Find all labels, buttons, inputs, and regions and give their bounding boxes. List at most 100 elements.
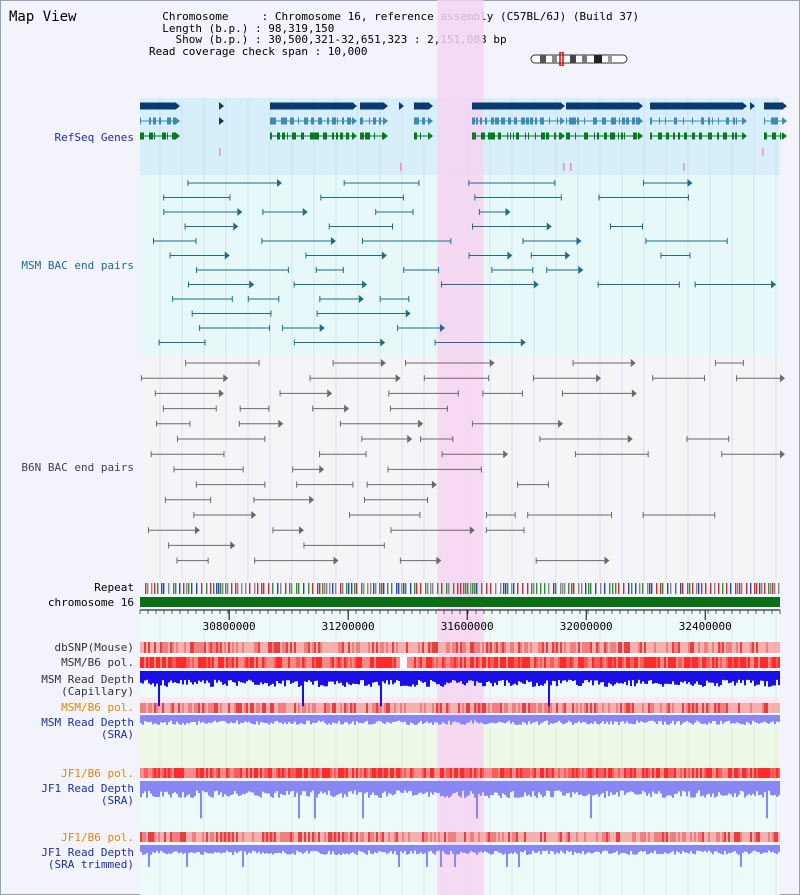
highlight-region[interactable] xyxy=(437,0,484,895)
jf1-depth-trimmed-bar xyxy=(646,845,648,855)
msm-pol-sra-cell xyxy=(636,703,638,713)
repeat-element xyxy=(511,583,513,594)
msm-pol-sra-cell xyxy=(338,703,340,713)
msm-pol-cell xyxy=(162,657,164,668)
msm-depth-sra-bar xyxy=(422,715,424,725)
msm-pol-cell xyxy=(360,657,362,668)
refseq-genes-track[interactable] xyxy=(140,102,787,171)
msm-pol-cell xyxy=(356,657,358,668)
repeat-track[interactable] xyxy=(145,583,780,594)
repeat-element xyxy=(531,583,533,594)
jf1-depth-sra-bar xyxy=(594,781,596,795)
jf1-pol-cell xyxy=(562,768,564,778)
jf1-depth-trimmed-bar xyxy=(702,845,704,853)
b6n-bac-track[interactable] xyxy=(140,359,785,565)
jf1-pol-cell xyxy=(456,768,458,778)
jf1-depth-sra-bar xyxy=(626,781,628,793)
jf1-pol-trimmed-cell xyxy=(644,832,646,842)
msm-depth-sra-bar xyxy=(710,715,712,724)
msm-depth-sra-bar xyxy=(536,715,538,722)
msm-depth-capillary-bar xyxy=(262,671,264,685)
dbsnp-cell xyxy=(690,642,692,653)
dbsnp-cell xyxy=(762,642,764,653)
msm-depth-sra-bar xyxy=(164,715,166,723)
repeat-element xyxy=(770,583,772,594)
msm-depth-sra-label: MSM Read Depth xyxy=(41,716,134,729)
chromosome-ideogram[interactable] xyxy=(530,52,630,66)
msm-depth-capillary-bar xyxy=(610,671,612,685)
msm-depth-sra-bar xyxy=(494,715,496,724)
msm-pol-sra-cell xyxy=(446,703,448,713)
msm-pol-cell xyxy=(526,657,528,668)
msm-pol-cell xyxy=(416,657,418,668)
polymorphism-tracks[interactable] xyxy=(140,642,780,842)
msm-depth-capillary-bar xyxy=(636,671,638,684)
gene-exon xyxy=(301,132,304,140)
dbsnp-cell xyxy=(772,642,774,653)
msm-pol-sra-cell xyxy=(534,703,536,713)
dbsnp-cell xyxy=(402,642,404,653)
msm-pol-sra-cell xyxy=(562,703,564,713)
jf1-depth-sra-bar xyxy=(184,781,186,798)
jf1-pol-trimmed-cell xyxy=(338,832,340,842)
jf1-depth-sra-bar xyxy=(324,781,326,793)
msm-depth-sra-bar xyxy=(244,715,246,722)
dbsnp-cell xyxy=(374,642,376,653)
dbsnp-cell xyxy=(770,642,772,653)
msm-pol-sra-cell xyxy=(148,703,150,713)
gene-exon xyxy=(304,117,308,125)
repeat-element xyxy=(257,583,259,594)
read-depth-tracks[interactable] xyxy=(140,671,780,867)
dbsnp-cell xyxy=(742,642,744,653)
dbsnp-label: dbSNP(Mouse) xyxy=(55,641,134,654)
dbsnp-cell xyxy=(234,642,236,653)
jf1-pol-trimmed-cell xyxy=(220,832,222,842)
msm-depth-sra-bar xyxy=(500,715,502,723)
msm-pol-cell xyxy=(574,657,576,668)
jf1-depth-trimmed-bar xyxy=(684,845,686,853)
dbsnp-cell xyxy=(706,642,708,653)
msm-depth-capillary-bar xyxy=(416,671,418,685)
jf1-pol-cell xyxy=(216,768,218,778)
jf1-pol-trimmed-cell xyxy=(736,832,738,842)
msm-pol-cell xyxy=(594,657,596,668)
jf1-depth-trimmed-bar xyxy=(578,845,580,853)
msm-pol-cell xyxy=(752,657,754,668)
jf1-pol-cell xyxy=(434,768,436,778)
dbsnp-cell xyxy=(736,642,738,653)
jf1-pol-trimmed-cell xyxy=(604,832,606,842)
msm-pol-cell xyxy=(354,657,356,668)
jf1-pol-trimmed-cell xyxy=(400,832,402,842)
dbsnp-cell xyxy=(254,642,256,653)
repeat-element xyxy=(319,583,321,594)
jf1-depth-sra-bar xyxy=(540,781,542,795)
dbsnp-cell xyxy=(732,642,734,653)
msm-depth-capillary-bar xyxy=(656,671,658,684)
msm-depth-sra-bar xyxy=(766,715,768,724)
repeat-element xyxy=(379,583,381,594)
msm-depth-capillary-label: MSM Read Depth xyxy=(41,673,134,686)
msm-depth-capillary-bar xyxy=(548,671,550,707)
msm-pol-cell xyxy=(592,657,594,668)
jf1-pol-cell xyxy=(478,768,480,778)
jf1-pol-cell xyxy=(542,768,544,778)
msm-pol-sra-cell xyxy=(746,703,748,713)
msm-depth-capillary-bar xyxy=(580,671,582,686)
jf1-pol-cell xyxy=(532,768,534,778)
msm-bac-track[interactable] xyxy=(152,179,777,347)
jf1-pol-cell xyxy=(520,768,522,778)
jf1-depth-trimmed-bar xyxy=(770,845,772,853)
msm-pol-sra-cell xyxy=(466,703,468,713)
b6n-bac-pair-arrow xyxy=(627,435,633,443)
dbsnp-cell xyxy=(558,642,560,653)
msm-pol-cell xyxy=(712,657,714,668)
msm-depth-capillary-bar xyxy=(230,671,232,681)
repeat-element xyxy=(460,583,462,594)
msm-depth-capillary-bar xyxy=(354,671,356,684)
msm-depth-sra-bar xyxy=(714,715,716,721)
dbsnp-cell xyxy=(722,642,724,653)
msm-pol-sra-cell xyxy=(594,703,596,713)
jf1-depth-sra-bar xyxy=(398,781,400,791)
msm-pol-cell xyxy=(608,657,610,668)
